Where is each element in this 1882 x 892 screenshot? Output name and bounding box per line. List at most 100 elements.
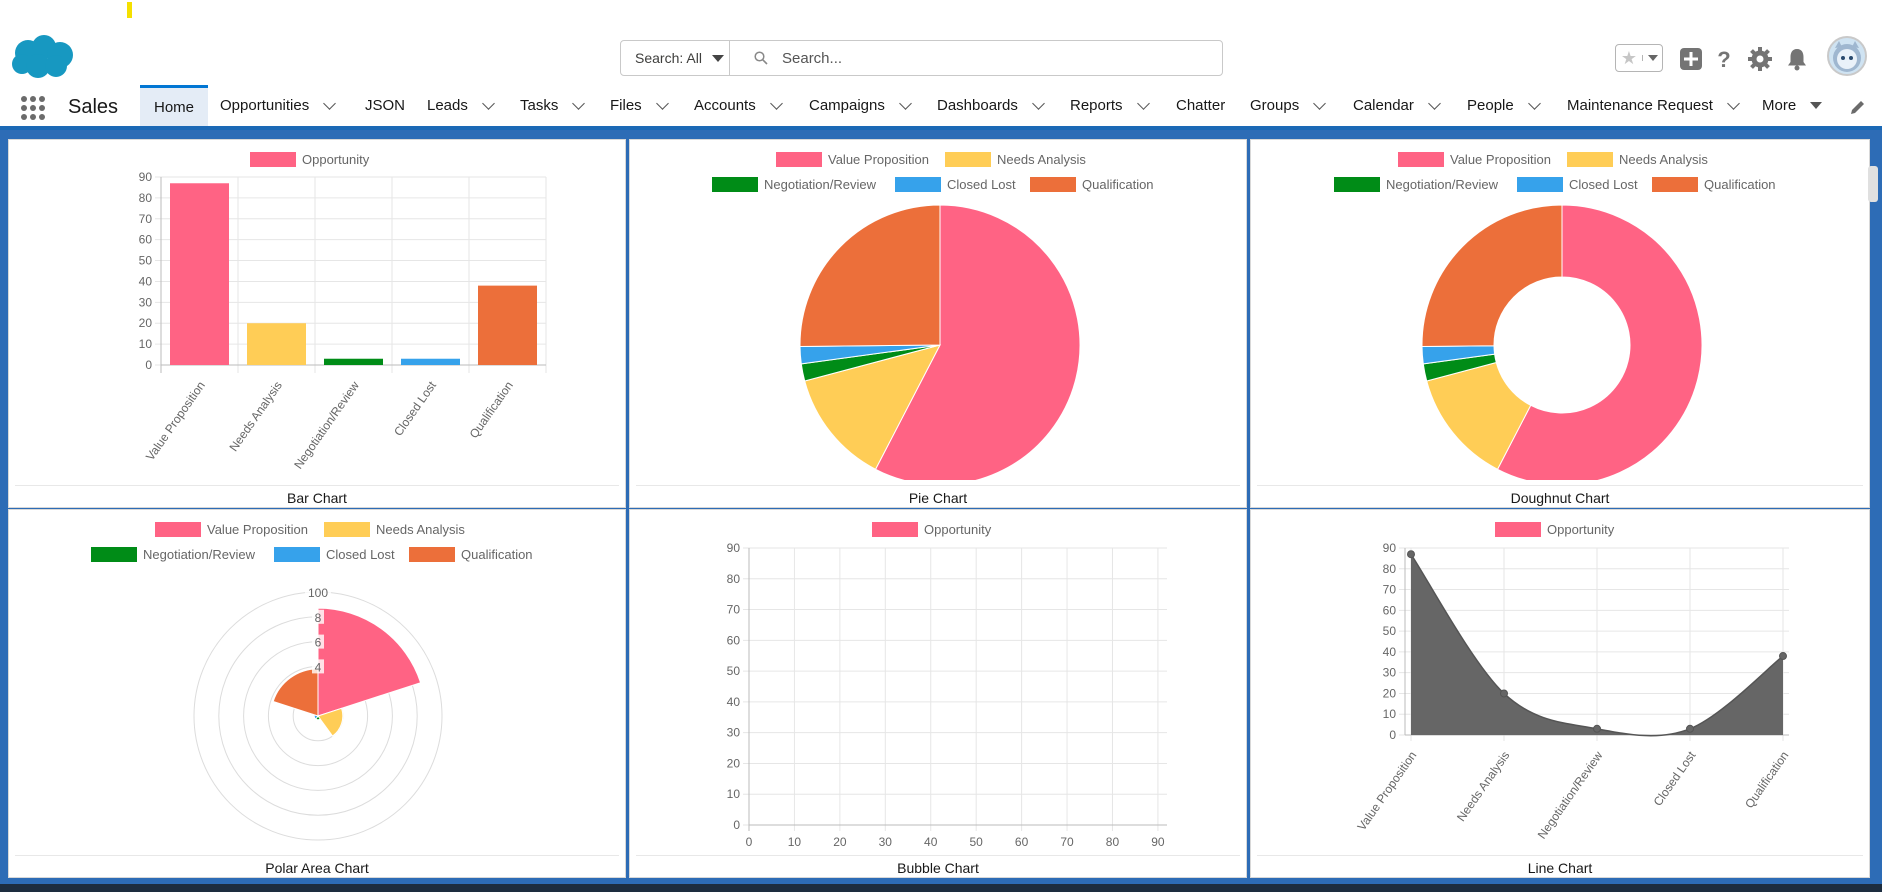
legend-opportunity-swatch [1495,522,1541,537]
x-tick-label: Needs Analysis [226,379,285,454]
legend-negotiation-review-swatch [712,177,758,192]
legend-closed-lost-label: Closed Lost [947,177,1016,192]
chevron-down-icon[interactable] [1428,96,1441,110]
bell-icon[interactable] [1784,44,1810,74]
nav-tab-tasks[interactable]: Tasks [520,85,586,126]
nav-tab-leads[interactable]: Leads [427,85,495,126]
favorites-button[interactable]: ★ [1615,44,1663,72]
polar-area-chart: Value Proposition Needs Analysis Negotiati… [91,522,533,841]
legend-negotiation-review-swatch [1334,177,1380,192]
help-icon[interactable]: ? [1712,44,1736,74]
x-tick-label: 60 [1015,835,1029,849]
favorites-dropdown[interactable] [1642,55,1662,61]
nav-tab-chatter[interactable]: Chatter [1176,85,1225,126]
nav-tab-reports[interactable]: Reports [1070,85,1150,126]
legend-qualification-label: Qualification [1082,177,1154,192]
nav-tab-files[interactable]: Files [610,85,669,126]
chevron-down-icon[interactable] [769,96,783,110]
chart-title: Bar Chart [287,490,347,506]
y-tick-label: 0 [1389,728,1396,742]
chart-title: Polar Area Chart [265,860,369,876]
nav-tab-people[interactable]: People [1467,85,1541,126]
chevron-down-icon[interactable] [1527,96,1541,110]
nav-tab-home[interactable]: Home [140,85,208,126]
nav-tab-label: Leads [427,97,468,114]
x-tick-label: Qualification [1742,749,1791,811]
slice-needs-analysis [804,344,941,470]
x-tick-label: Closed Lost [391,378,439,438]
y-tick-label: 70 [727,603,741,617]
x-tick-label: Needs Analysis [1454,749,1513,824]
line-point [1500,689,1508,698]
nav-tab-campaigns[interactable]: Campaigns [809,85,912,126]
r-tick-backdrop [305,585,331,599]
panel-divider [15,485,619,486]
legend-needs-analysis-label: Needs Analysis [997,152,1086,167]
salesforce-cloud-logo[interactable] [8,33,76,81]
nav-tab-opportunities[interactable]: Opportunities [220,85,337,126]
y-tick-label: 30 [139,295,153,309]
y-tick-label: 40 [139,274,153,288]
chevron-down-icon[interactable] [1136,96,1150,110]
chevron-down-icon[interactable] [1032,96,1045,110]
astro-avatar-icon [1833,41,1861,72]
y-tick-label: 90 [139,170,153,184]
plus-icon[interactable] [1678,44,1704,74]
pencil-icon[interactable] [1849,98,1867,116]
y-tick-label: 90 [1383,541,1397,555]
legend-qualification-label: Qualification [461,547,533,562]
legend-value-proposition-swatch [155,522,201,537]
nav-underline [0,126,1882,130]
bar-negotiation-review [324,358,383,365]
nav-more-menu[interactable]: More [1762,85,1823,126]
app-launcher-grid-icon[interactable] [20,95,46,121]
nav-tab-json[interactable]: JSON [365,85,405,126]
y-tick-label: 50 [727,664,741,678]
legend-negotiation-review-label: Negotiation/Review [764,177,877,192]
bar-needs-analysis [247,323,306,365]
y-tick-label: 50 [1383,624,1397,638]
nav-tab-label: People [1467,97,1514,114]
bar-qualification [478,285,537,365]
search-input[interactable] [782,49,1182,67]
polar-slice-needs-analysis [317,707,344,737]
nav-tab-dashboards[interactable]: Dashboards [937,85,1045,126]
legend-closed-lost-swatch [895,177,941,192]
y-tick-label: 80 [1383,562,1397,576]
nav-tab-label: JSON [365,97,406,114]
nav-tab-label: Tasks [520,97,559,114]
nav-tab-maintenance-request[interactable]: Maintenance Request [1567,85,1740,126]
search-scope-dropdown[interactable]: Search: All [621,41,730,75]
x-tick-label: Qualification [467,379,516,441]
chart-title: Bubble Chart [897,860,979,876]
y-tick-label: 0 [733,818,740,832]
polar-slice-value-proposition [317,607,422,717]
polar-area-chart-panel: Value Proposition Needs Analysis Negotiati… [8,509,626,878]
star-icon[interactable]: ★ [1620,47,1638,68]
chevron-down-icon[interactable] [655,96,669,110]
r-tick-label: 6 [315,636,322,650]
user-avatar[interactable] [1827,36,1867,76]
chevron-down-icon[interactable] [482,96,495,110]
chevron-down-icon[interactable] [572,96,586,110]
y-tick-label: 60 [139,233,153,247]
chevron-down-icon[interactable] [1313,96,1327,110]
chevron-down-icon[interactable] [899,96,912,110]
legend-closed-lost-label: Closed Lost [1569,177,1638,192]
gear-icon[interactable] [1747,44,1773,74]
nav-tab-accounts[interactable]: Accounts [694,85,783,126]
legend-negotiation-review-swatch [91,547,137,562]
nav-tab-calendar[interactable]: Calendar [1353,85,1441,126]
chevron-down-icon[interactable] [323,96,337,110]
legend-opportunity-swatch [250,152,296,167]
y-tick-label: 50 [139,254,153,268]
slice-qualification [1421,204,1563,347]
scrollbar-thumb[interactable] [1868,166,1878,202]
bubble-chart-panel: Opportunity 0 10 20 30 40 50 60 70 80 90 0 10 20 30 40 5… [629,509,1247,878]
chevron-down-icon[interactable] [1727,96,1740,110]
nav-tab-label: Reports [1070,97,1123,114]
nav-tab-groups[interactable]: Groups [1250,85,1327,126]
search-scope-label: Search: All [635,50,702,66]
doughnut-chart: Value Proposition Needs Analysis Negotiati… [1334,152,1776,486]
